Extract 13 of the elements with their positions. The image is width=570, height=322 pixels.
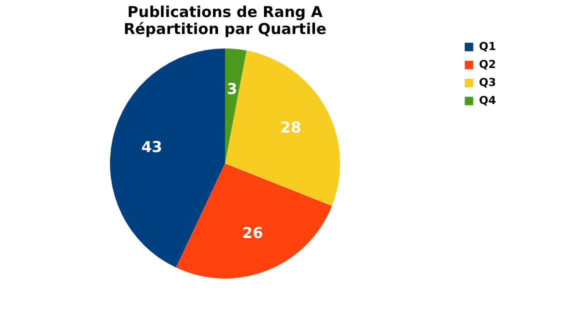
pie-slice (225, 48, 247, 164)
data-label: 43 (141, 138, 162, 156)
chart-title: Publications de Rang A Répartition par Quartile (124, 3, 326, 38)
pie-slice (110, 48, 225, 268)
data-label: 28 (280, 118, 302, 136)
legend-label: Q3 (479, 76, 496, 89)
data-label: 3 (226, 80, 238, 98)
legend-label: Q4 (479, 94, 496, 107)
legend-label: Q2 (479, 58, 496, 71)
pie-slice (176, 164, 332, 278)
data-label: 26 (242, 224, 264, 242)
pie-slice (225, 50, 340, 206)
legend-label: Q1 (479, 40, 496, 53)
